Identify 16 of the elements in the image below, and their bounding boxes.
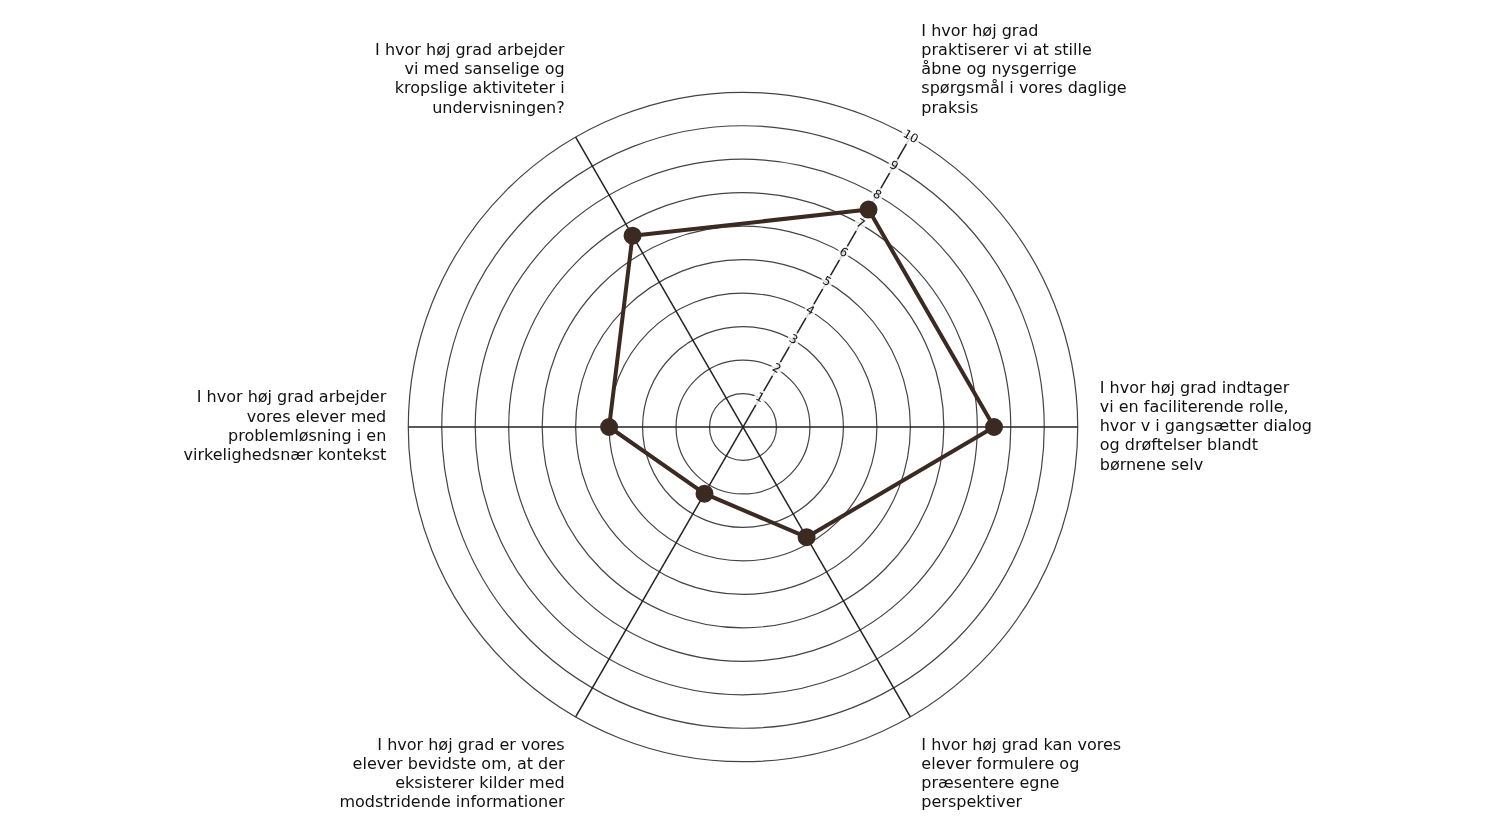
y-tick-label: 4 (803, 302, 818, 319)
y-tick-label: 6 (837, 244, 851, 261)
spoke-label: I hvor høj grad arbejder vi med sanselige og kropslige aktiviteter i undervisningen? (375, 40, 566, 117)
y-tick-label: 3 (786, 331, 801, 348)
spoke-label: I hvor høj grad arbejder vores elever med problemløsning i en virkelighedsnær kontekst (183, 387, 387, 464)
y-tick-label: 2 (770, 360, 784, 377)
y-tick-label: 8 (870, 186, 885, 203)
spoke-label: I hvor høj grad er vores elever bevidste om, at der eksisterer kilder med modstridende informationer (339, 734, 566, 812)
spoke-label: I hvor høj grad indtager vi en faciliterende rolle, hvor v i gangsætter dialog og drøftelser blandt børnene selv (1099, 377, 1313, 474)
spoke-label: I hvor høj grad praktiserer vi at stille åbne og nysgerrige spørgsmål i vores daglige praksis (921, 20, 1127, 117)
spoke-label: I hvor høj grad kan vores elever formulere og præsentere egne perspektiver (921, 734, 1122, 812)
y-tick-label: 10 (900, 126, 921, 147)
y-tick-label: 1 (753, 389, 767, 406)
y-tick-label: 9 (887, 157, 901, 174)
y-tick-label: 5 (820, 273, 834, 290)
y-tick-label: 7 (853, 215, 868, 232)
